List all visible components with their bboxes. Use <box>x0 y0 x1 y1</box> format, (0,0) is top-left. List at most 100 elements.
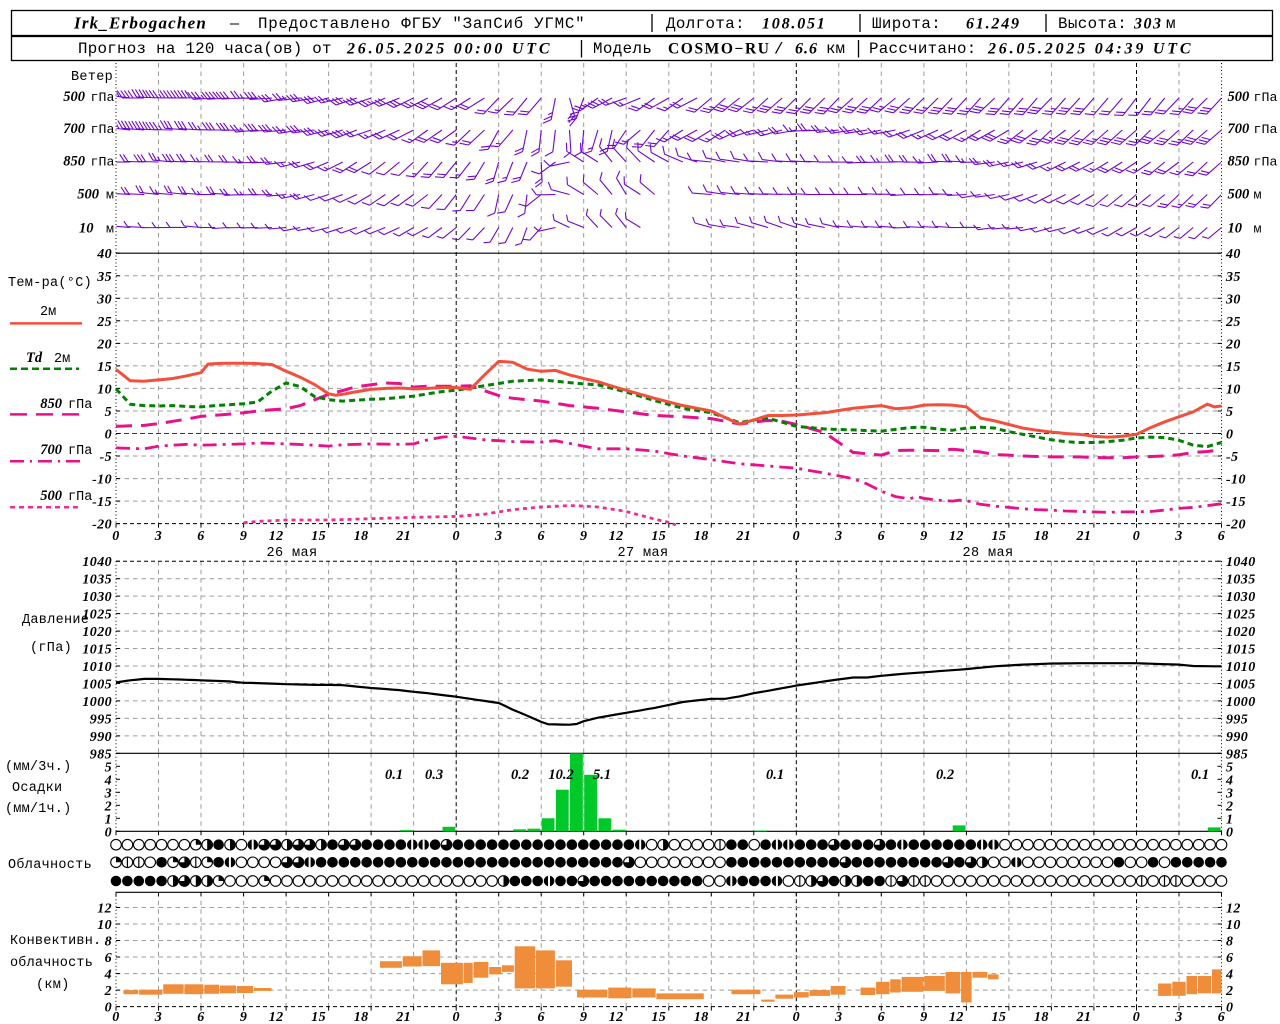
svg-text:1010: 1010 <box>1226 660 1256 675</box>
svg-text:6: 6 <box>105 951 112 966</box>
svg-text:-15: -15 <box>1226 495 1246 510</box>
svg-text:6: 6 <box>537 1010 544 1024</box>
svg-text:гПа: гПа <box>1254 155 1278 170</box>
svg-text:м: м <box>106 222 114 237</box>
svg-text:10: 10 <box>97 382 112 397</box>
svg-text:500: 500 <box>40 488 62 504</box>
svg-text:700: 700 <box>63 121 85 137</box>
svg-text:5: 5 <box>1226 760 1233 775</box>
svg-text:10: 10 <box>1228 221 1243 237</box>
svg-text:61.249: 61.249 <box>966 16 1021 33</box>
svg-text:гПа: гПа <box>1254 90 1278 105</box>
svg-text:6: 6 <box>197 1010 204 1024</box>
svg-text:3: 3 <box>154 529 162 544</box>
svg-text:1020: 1020 <box>1226 625 1256 640</box>
svg-text:Td: Td <box>26 350 43 366</box>
svg-text:6: 6 <box>1226 951 1233 966</box>
svg-text:0: 0 <box>1133 529 1140 544</box>
svg-text:1000: 1000 <box>1226 695 1256 710</box>
svg-text:-20: -20 <box>92 518 112 533</box>
svg-text:6: 6 <box>1218 529 1225 544</box>
svg-text:985: 985 <box>1226 747 1248 762</box>
svg-text:995: 995 <box>1226 712 1248 727</box>
svg-text:м: м <box>106 188 114 203</box>
svg-text:Предоставлено ФГБУ "ЗапСиб УГМ: Предоставлено ФГБУ "ЗапСиб УГМС" <box>258 15 585 33</box>
svg-text:4: 4 <box>1225 968 1233 983</box>
svg-text:2м: 2м <box>40 305 56 320</box>
svg-text:9: 9 <box>580 1010 587 1024</box>
svg-text:3: 3 <box>104 786 112 801</box>
svg-text:850: 850 <box>40 396 62 412</box>
svg-text:18: 18 <box>1034 1010 1049 1024</box>
svg-text:10.2: 10.2 <box>548 767 573 783</box>
svg-text:40: 40 <box>96 247 112 262</box>
svg-text:21: 21 <box>1075 1010 1091 1024</box>
svg-text:6: 6 <box>878 1010 885 1024</box>
svg-text:21: 21 <box>735 1010 751 1024</box>
svg-text:500: 500 <box>63 89 85 105</box>
svg-text:27 мая: 27 мая <box>617 546 668 561</box>
svg-text:9: 9 <box>920 1010 927 1024</box>
svg-text:35: 35 <box>96 270 112 285</box>
svg-text:1035: 1035 <box>82 573 112 588</box>
svg-text:км: км <box>826 40 845 58</box>
svg-text:Долгота:: Долгота: <box>666 15 745 33</box>
svg-text:/: / <box>774 41 783 59</box>
svg-text:гПа: гПа <box>91 122 115 137</box>
svg-text:1000: 1000 <box>82 695 112 710</box>
svg-text:303: 303 <box>1133 16 1163 33</box>
svg-text:18: 18 <box>694 529 709 544</box>
svg-text:21: 21 <box>395 529 411 544</box>
svg-text:3: 3 <box>494 1010 502 1024</box>
svg-text:0: 0 <box>793 529 800 544</box>
svg-text:25: 25 <box>96 315 112 330</box>
svg-text:3: 3 <box>834 1010 842 1024</box>
svg-text:9: 9 <box>580 529 587 544</box>
svg-text:1030: 1030 <box>1226 590 1256 605</box>
svg-text:гПа: гПа <box>68 444 92 459</box>
svg-text:-5: -5 <box>1226 450 1238 465</box>
svg-text:15: 15 <box>311 1010 326 1024</box>
svg-text:8: 8 <box>105 935 112 950</box>
svg-text:35: 35 <box>1225 270 1241 285</box>
svg-text:0: 0 <box>112 529 119 544</box>
svg-text:Рассчитано:: Рассчитано: <box>869 40 977 58</box>
svg-text:15: 15 <box>97 360 112 375</box>
svg-text:15: 15 <box>1226 360 1241 375</box>
svg-text:12: 12 <box>1226 902 1241 917</box>
svg-text:2: 2 <box>104 984 112 999</box>
svg-text:6: 6 <box>878 529 885 544</box>
svg-text:-20: -20 <box>1226 518 1246 533</box>
svg-text:18: 18 <box>694 1010 709 1024</box>
svg-text:30: 30 <box>96 292 112 307</box>
svg-text:(км): (км) <box>36 978 70 993</box>
svg-text:3: 3 <box>154 1010 162 1024</box>
svg-text:2: 2 <box>1225 984 1233 999</box>
svg-text:Прогноз на 120 часа(ов) от: Прогноз на 120 часа(ов) от <box>78 40 332 58</box>
svg-text:20: 20 <box>96 337 112 352</box>
svg-text:гПа: гПа <box>68 490 92 505</box>
svg-text:10: 10 <box>1226 382 1241 397</box>
svg-text:10: 10 <box>1226 918 1241 933</box>
svg-text:1025: 1025 <box>82 608 112 623</box>
svg-text:1025: 1025 <box>1226 608 1256 623</box>
svg-text:21: 21 <box>1075 529 1091 544</box>
svg-text:0.1: 0.1 <box>766 767 784 783</box>
svg-text:Давление: Давление <box>22 613 89 628</box>
svg-text:0: 0 <box>105 825 112 840</box>
svg-text:2м: 2м <box>54 352 70 367</box>
svg-text:1010: 1010 <box>82 660 112 675</box>
svg-text:990: 990 <box>1226 730 1248 745</box>
svg-text:-10: -10 <box>1226 473 1246 488</box>
svg-text:гПа: гПа <box>91 155 115 170</box>
svg-text:26.05.2025 04:39 UTC: 26.05.2025 04:39 UTC <box>987 41 1193 58</box>
svg-text:(мм/3ч.): (мм/3ч.) <box>5 760 71 775</box>
svg-text:18: 18 <box>354 1010 369 1024</box>
svg-text:Конвективн.: Конвективн. <box>10 934 101 949</box>
svg-text:9: 9 <box>920 529 927 544</box>
svg-text:700: 700 <box>1228 121 1250 137</box>
svg-text:12: 12 <box>949 529 964 544</box>
svg-text:30: 30 <box>1225 292 1241 307</box>
svg-text:1: 1 <box>105 812 112 827</box>
svg-text:26 мая: 26 мая <box>266 546 317 561</box>
